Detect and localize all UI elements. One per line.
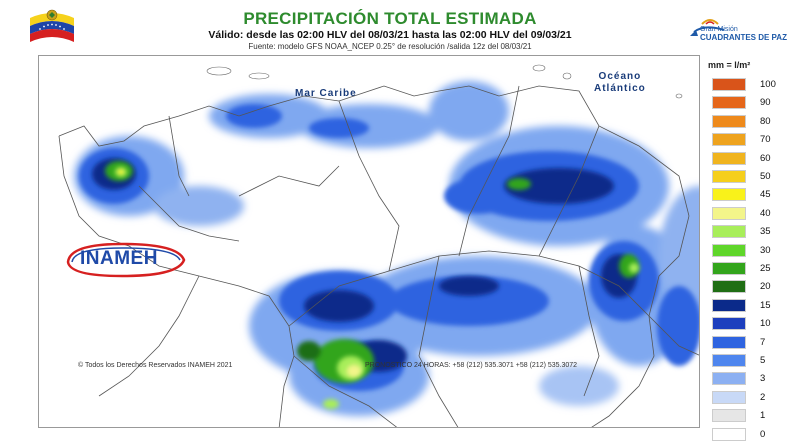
legend-item: 15 (708, 298, 788, 314)
legend-swatch (712, 262, 746, 275)
legend-item: 45 (708, 188, 788, 203)
legend-item: 3 (708, 372, 788, 387)
legend-swatch (712, 114, 746, 128)
legend-item: 7 (708, 335, 788, 351)
legend-item: 35 (708, 225, 788, 240)
legend-label: 10 (760, 318, 771, 330)
legend-swatch (712, 280, 746, 294)
legend-label: 35 (760, 226, 771, 238)
legend-label: 50 (760, 171, 771, 182)
partner-logo-line2: CUADRANTES DE PAZ (700, 33, 787, 42)
legend-swatch (712, 170, 746, 183)
legend-item: 70 (708, 133, 788, 148)
legend-swatch (712, 390, 746, 404)
legend-label: 15 (760, 299, 771, 311)
legend-item: 20 (708, 280, 788, 295)
legend-item: 50 (708, 170, 788, 185)
legend-swatch (712, 317, 746, 331)
legend-label: 2 (760, 391, 766, 403)
legend-label: 45 (760, 189, 771, 201)
rain-layer-peak (115, 167, 639, 409)
islands (206, 64, 683, 99)
legend-unit: mm = l/m² (708, 60, 751, 70)
legend-label: 1 (760, 410, 766, 422)
legend-item: 90 (708, 96, 788, 111)
legend-label: 3 (760, 373, 766, 385)
legend-item: 25 (708, 262, 788, 277)
legend-item: 2 (708, 390, 788, 406)
legend-label: 60 (760, 152, 771, 164)
legend-label: 80 (760, 115, 771, 127)
legend-label: 7 (760, 336, 766, 348)
map-canvas (58, 64, 699, 427)
cuadrantes-de-paz-logo-icon (690, 19, 725, 36)
venezuela-seal-icon (30, 9, 74, 42)
legend-swatch (712, 427, 746, 441)
legend-item: 10 (708, 317, 788, 332)
legend-swatch (712, 354, 746, 367)
legend-swatch (712, 133, 746, 147)
validity-period: Válido: desde las 02:00 HLV del 08/03/21… (208, 29, 572, 41)
legend-item: 0 (708, 427, 788, 443)
legend-swatch (712, 206, 746, 220)
legend-label: 90 (760, 97, 771, 109)
legend-item: 100 (708, 78, 788, 93)
legend-label: 5 (760, 355, 766, 366)
legend-swatch (712, 372, 746, 386)
partner-logo-line1: Gran Misión (700, 26, 738, 33)
legend-swatch (712, 298, 746, 312)
legend-item: 60 (708, 151, 788, 167)
legend-label: 25 (760, 263, 771, 274)
legend-item: 5 (708, 354, 788, 369)
country-borders (58, 85, 699, 427)
legend-item: 80 (708, 114, 788, 130)
legend-item: 40 (708, 206, 788, 222)
legend-swatch (712, 335, 746, 349)
map-title: PRECIPITACIÓN TOTAL ESTIMADA (243, 9, 537, 28)
legend-label: 0 (760, 428, 766, 440)
legend-label: 30 (760, 244, 771, 256)
legend-swatch (712, 188, 746, 202)
inameh-logo-text: INAMEH (80, 248, 158, 269)
legend-swatch (712, 96, 746, 110)
ocean-label-line1: Océano (598, 71, 642, 82)
legend-label: 100 (760, 79, 776, 90)
legend-label: 20 (760, 281, 771, 293)
legend-swatch (712, 225, 746, 239)
legend-label: 40 (760, 207, 771, 219)
legend-item: 1 (708, 409, 788, 424)
ocean-label-line2: Atlántico (594, 83, 646, 94)
atlantic-ocean-label: Océano Atlántico (594, 71, 646, 95)
caribbean-sea-label: Mar Caribe (295, 88, 357, 99)
legend-label: 70 (760, 134, 771, 146)
legend-swatch (712, 78, 746, 91)
inameh-logo-icon (66, 242, 186, 278)
legend-swatch (712, 243, 746, 257)
legend-swatch (712, 409, 746, 423)
precipitation-legend: mm = l/m² 100 90 80 70 60 50 45 40 35 30 25 20 15 10 7… (704, 58, 794, 441)
legend-item: 30 (708, 243, 788, 259)
data-source: Fuente: modelo GFS NOAA_NCEP 0.25° de re… (248, 42, 532, 51)
forecast-contact: PRONOSTICO 24 HORAS: +58 (212) 535.3071 … (365, 362, 578, 369)
legend-swatch (712, 151, 746, 165)
precipitation-map: Mar Caribe Océano Atlántico (38, 55, 700, 428)
copyright-notice: © Todos los Derechos Reservados INAMEH 2… (78, 362, 233, 369)
